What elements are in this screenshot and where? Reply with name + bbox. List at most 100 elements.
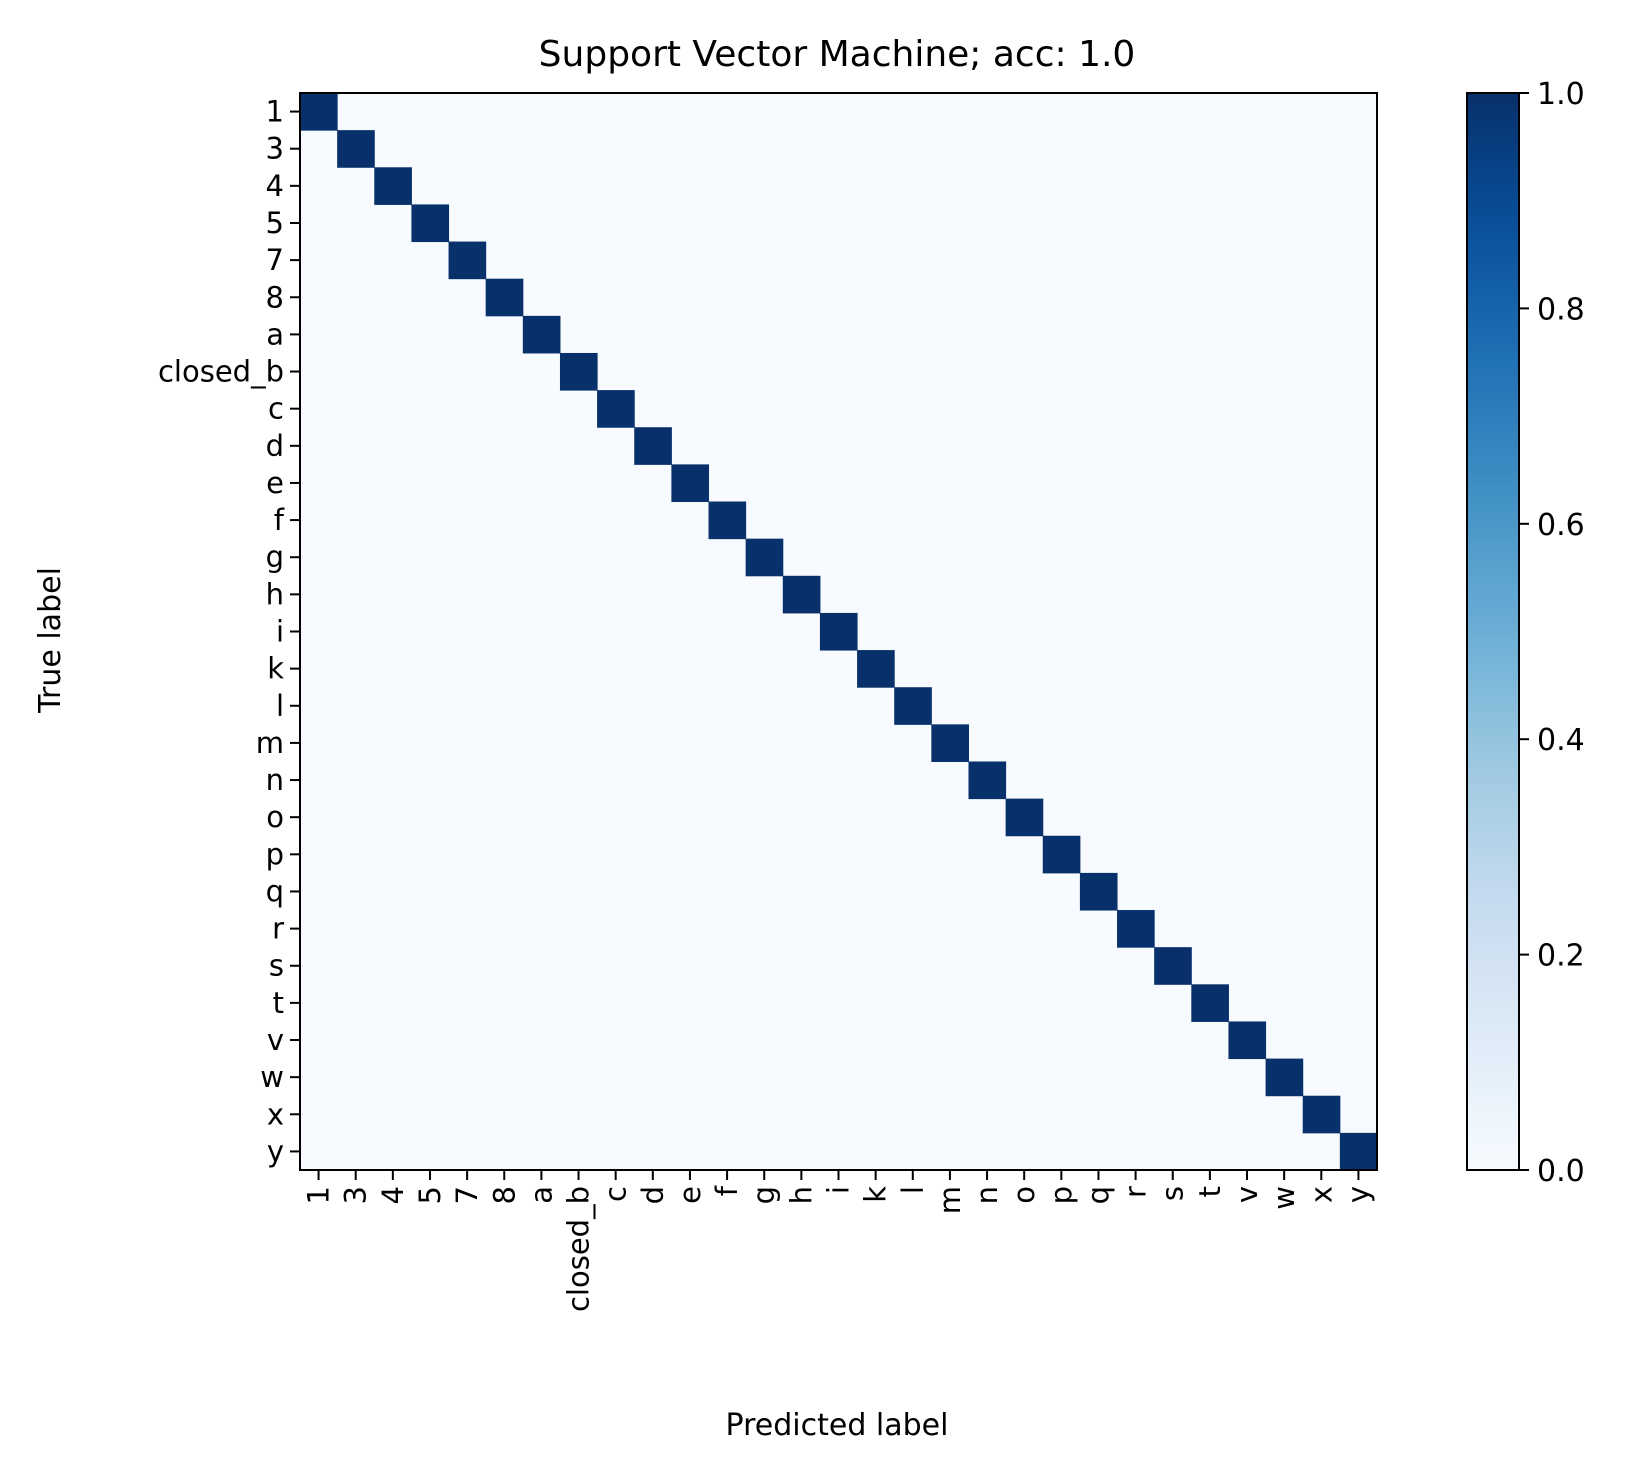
x-tick-label: h <box>784 1186 818 1204</box>
y-tick-label: y <box>267 1134 284 1168</box>
y-tick-label: 7 <box>266 243 284 277</box>
y-tick-label: l <box>276 689 284 723</box>
y-tick-label: c <box>268 392 284 426</box>
x-tick-label: k <box>859 1186 893 1203</box>
y-tick-label: e <box>266 466 284 500</box>
matrix-plot-area <box>299 92 1378 1171</box>
x-tick-label: 4 <box>376 1186 410 1204</box>
matrix-cell-7-7 <box>448 241 487 280</box>
x-tick-label: t <box>1193 1186 1227 1197</box>
y-tick-label: w <box>260 1060 284 1094</box>
x-axis-ticks: 1 3 4 5 7 8 a closed_b c d e f g h i k l m n o p q r s t v w x y <box>302 1170 1375 1312</box>
x-tick-label: s <box>1156 1186 1190 1201</box>
y-tick-label: k <box>267 652 284 686</box>
matrix-cell-1-1 <box>300 93 338 131</box>
x-tick-label: o <box>1007 1186 1041 1204</box>
x-tick-label: f <box>710 1185 744 1196</box>
y-tick-label: r <box>272 912 284 946</box>
y-tick-label: f <box>274 503 285 537</box>
x-tick-label: m <box>933 1186 967 1214</box>
matrix-cell-s-s <box>1154 947 1192 985</box>
matrix-cell-m-m <box>931 724 969 762</box>
x-tick-label: d <box>636 1186 670 1204</box>
y-tick-label: 8 <box>266 280 284 314</box>
matrix-cell-c-c <box>597 390 635 428</box>
x-tick-label: c <box>599 1186 633 1202</box>
y-tick-label: q <box>266 874 284 908</box>
matrix-cell-o-o <box>1005 798 1044 837</box>
matrix-cell-e-e <box>671 464 710 503</box>
y-tick-label: m <box>256 726 284 760</box>
matrix-cell-5-5 <box>411 204 450 243</box>
x-tick-label: p <box>1044 1186 1078 1204</box>
x-tick-label: q <box>1081 1186 1115 1204</box>
colorbar-tick-label: 0.0 <box>1537 1154 1585 1189</box>
matrix-cell-a-a <box>522 315 561 354</box>
y-tick-label: 1 <box>266 95 284 129</box>
x-tick-label: a <box>524 1186 558 1204</box>
x-tick-label: x <box>1304 1186 1338 1203</box>
matrix-cell-w-w <box>1265 1058 1304 1097</box>
matrix-cell-v-v <box>1228 1021 1267 1060</box>
y-tick-label: s <box>269 949 284 983</box>
matrix-cell-x-x <box>1302 1095 1341 1134</box>
y-tick-label: x <box>267 1097 284 1131</box>
y-tick-label: p <box>266 837 284 871</box>
x-tick-label: 1 <box>302 1186 336 1204</box>
x-tick-label: e <box>673 1186 707 1204</box>
matrix-cell-y-y <box>1339 1132 1378 1171</box>
matrix-cell-closed_b-closed_b <box>559 352 598 391</box>
colorbar-gradient <box>1467 93 1519 1170</box>
y-tick-label: 3 <box>266 132 284 166</box>
matrix-cell-q-q <box>1079 872 1118 911</box>
y-tick-label: 4 <box>266 169 284 203</box>
matrix-cell-d-d <box>634 427 672 465</box>
matrix-cell-f-f <box>708 501 747 540</box>
colorbar: 0.0 0.2 0.4 0.6 0.8 1.0 <box>1466 77 1585 1189</box>
x-tick-label: n <box>970 1186 1004 1204</box>
y-axis-label: True label <box>33 567 68 714</box>
x-tick-label: r <box>1119 1186 1153 1198</box>
chart-title: Support Vector Machine; acc: 1.0 <box>539 34 1136 75</box>
colorbar-tick-label: 1.0 <box>1537 77 1585 112</box>
colorbar-tick-label: 0.6 <box>1537 508 1585 543</box>
matrix-cell-r-r <box>1117 910 1155 948</box>
y-tick-label: t <box>273 986 284 1020</box>
y-tick-label: 5 <box>266 206 284 240</box>
x-tick-label: y <box>1341 1186 1375 1203</box>
x-tick-label: closed_b <box>562 1186 596 1312</box>
colorbar-tick-label: 0.4 <box>1537 723 1585 758</box>
colorbar-tick-label: 0.2 <box>1537 939 1585 974</box>
x-tick-label: 3 <box>339 1186 373 1204</box>
x-tick-label: l <box>896 1186 930 1194</box>
x-tick-label: 7 <box>450 1186 484 1204</box>
y-tick-label: a <box>266 317 284 351</box>
y-tick-label: d <box>266 429 284 463</box>
matrix-cell-g-g <box>745 538 784 577</box>
y-tick-label: h <box>266 577 284 611</box>
matrix-cell-n-n <box>968 761 1007 800</box>
x-tick-label: g <box>747 1186 781 1204</box>
colorbar-frame <box>1466 92 1520 1171</box>
y-tick-label: g <box>266 540 284 574</box>
x-tick-label: 5 <box>413 1186 447 1204</box>
matrix-cell-i-i <box>819 612 858 651</box>
matrix-cell-l-l <box>894 687 932 725</box>
matrix-cell-8-8 <box>485 278 524 317</box>
x-tick-label: i <box>822 1186 856 1194</box>
matrix-cell-p-p <box>1042 835 1081 874</box>
y-tick-label: v <box>267 1023 284 1057</box>
matrix-cell-k-k <box>857 650 895 688</box>
y-tick-label: o <box>266 800 284 834</box>
x-tick-label: 8 <box>487 1186 521 1204</box>
matrix-cell-t-t <box>1191 984 1229 1022</box>
colorbar-tick-label: 0.8 <box>1537 292 1585 327</box>
matrix-cell-4-4 <box>374 167 412 205</box>
x-tick-label: w <box>1267 1186 1301 1210</box>
y-tick-label: n <box>266 763 284 797</box>
y-tick-label: i <box>276 615 284 649</box>
matrix-cell-3-3 <box>337 130 375 168</box>
x-tick-label: v <box>1230 1186 1264 1203</box>
